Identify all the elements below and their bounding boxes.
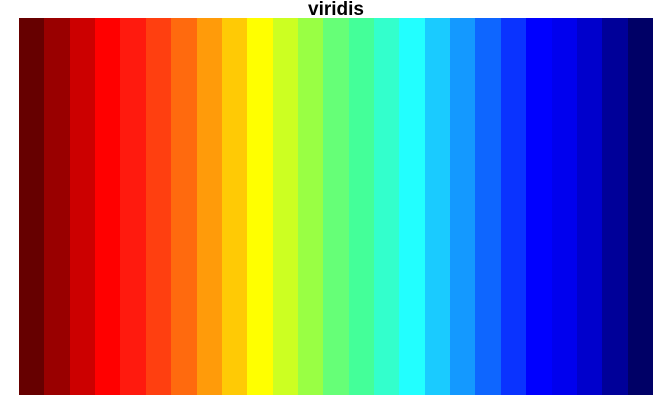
color-band-16: [399, 18, 425, 395]
color-band-13: [323, 18, 349, 395]
chart-title: viridis: [308, 0, 364, 20]
color-band-6: [146, 18, 171, 395]
color-band-19: [475, 18, 501, 395]
color-band-3: [70, 18, 95, 395]
color-band-10: [247, 18, 273, 395]
color-band-14: [349, 18, 374, 395]
color-band-7: [171, 18, 197, 395]
color-band-22: [552, 18, 577, 395]
color-band-15: [374, 18, 399, 395]
color-band-21: [526, 18, 552, 395]
color-band-11: [273, 18, 298, 395]
color-band-1: [19, 18, 44, 395]
color-band-20: [501, 18, 526, 395]
color-band-8: [197, 18, 222, 395]
color-band-12: [298, 18, 323, 395]
color-band-24: [602, 18, 628, 395]
color-band-23: [577, 18, 602, 395]
color-band-2: [44, 18, 70, 395]
color-band-25: [628, 18, 653, 395]
color-band-9: [222, 18, 247, 395]
color-band-18: [450, 18, 475, 395]
color-band-5: [120, 18, 146, 395]
color-band-4: [95, 18, 120, 395]
color-band-17: [425, 18, 450, 395]
